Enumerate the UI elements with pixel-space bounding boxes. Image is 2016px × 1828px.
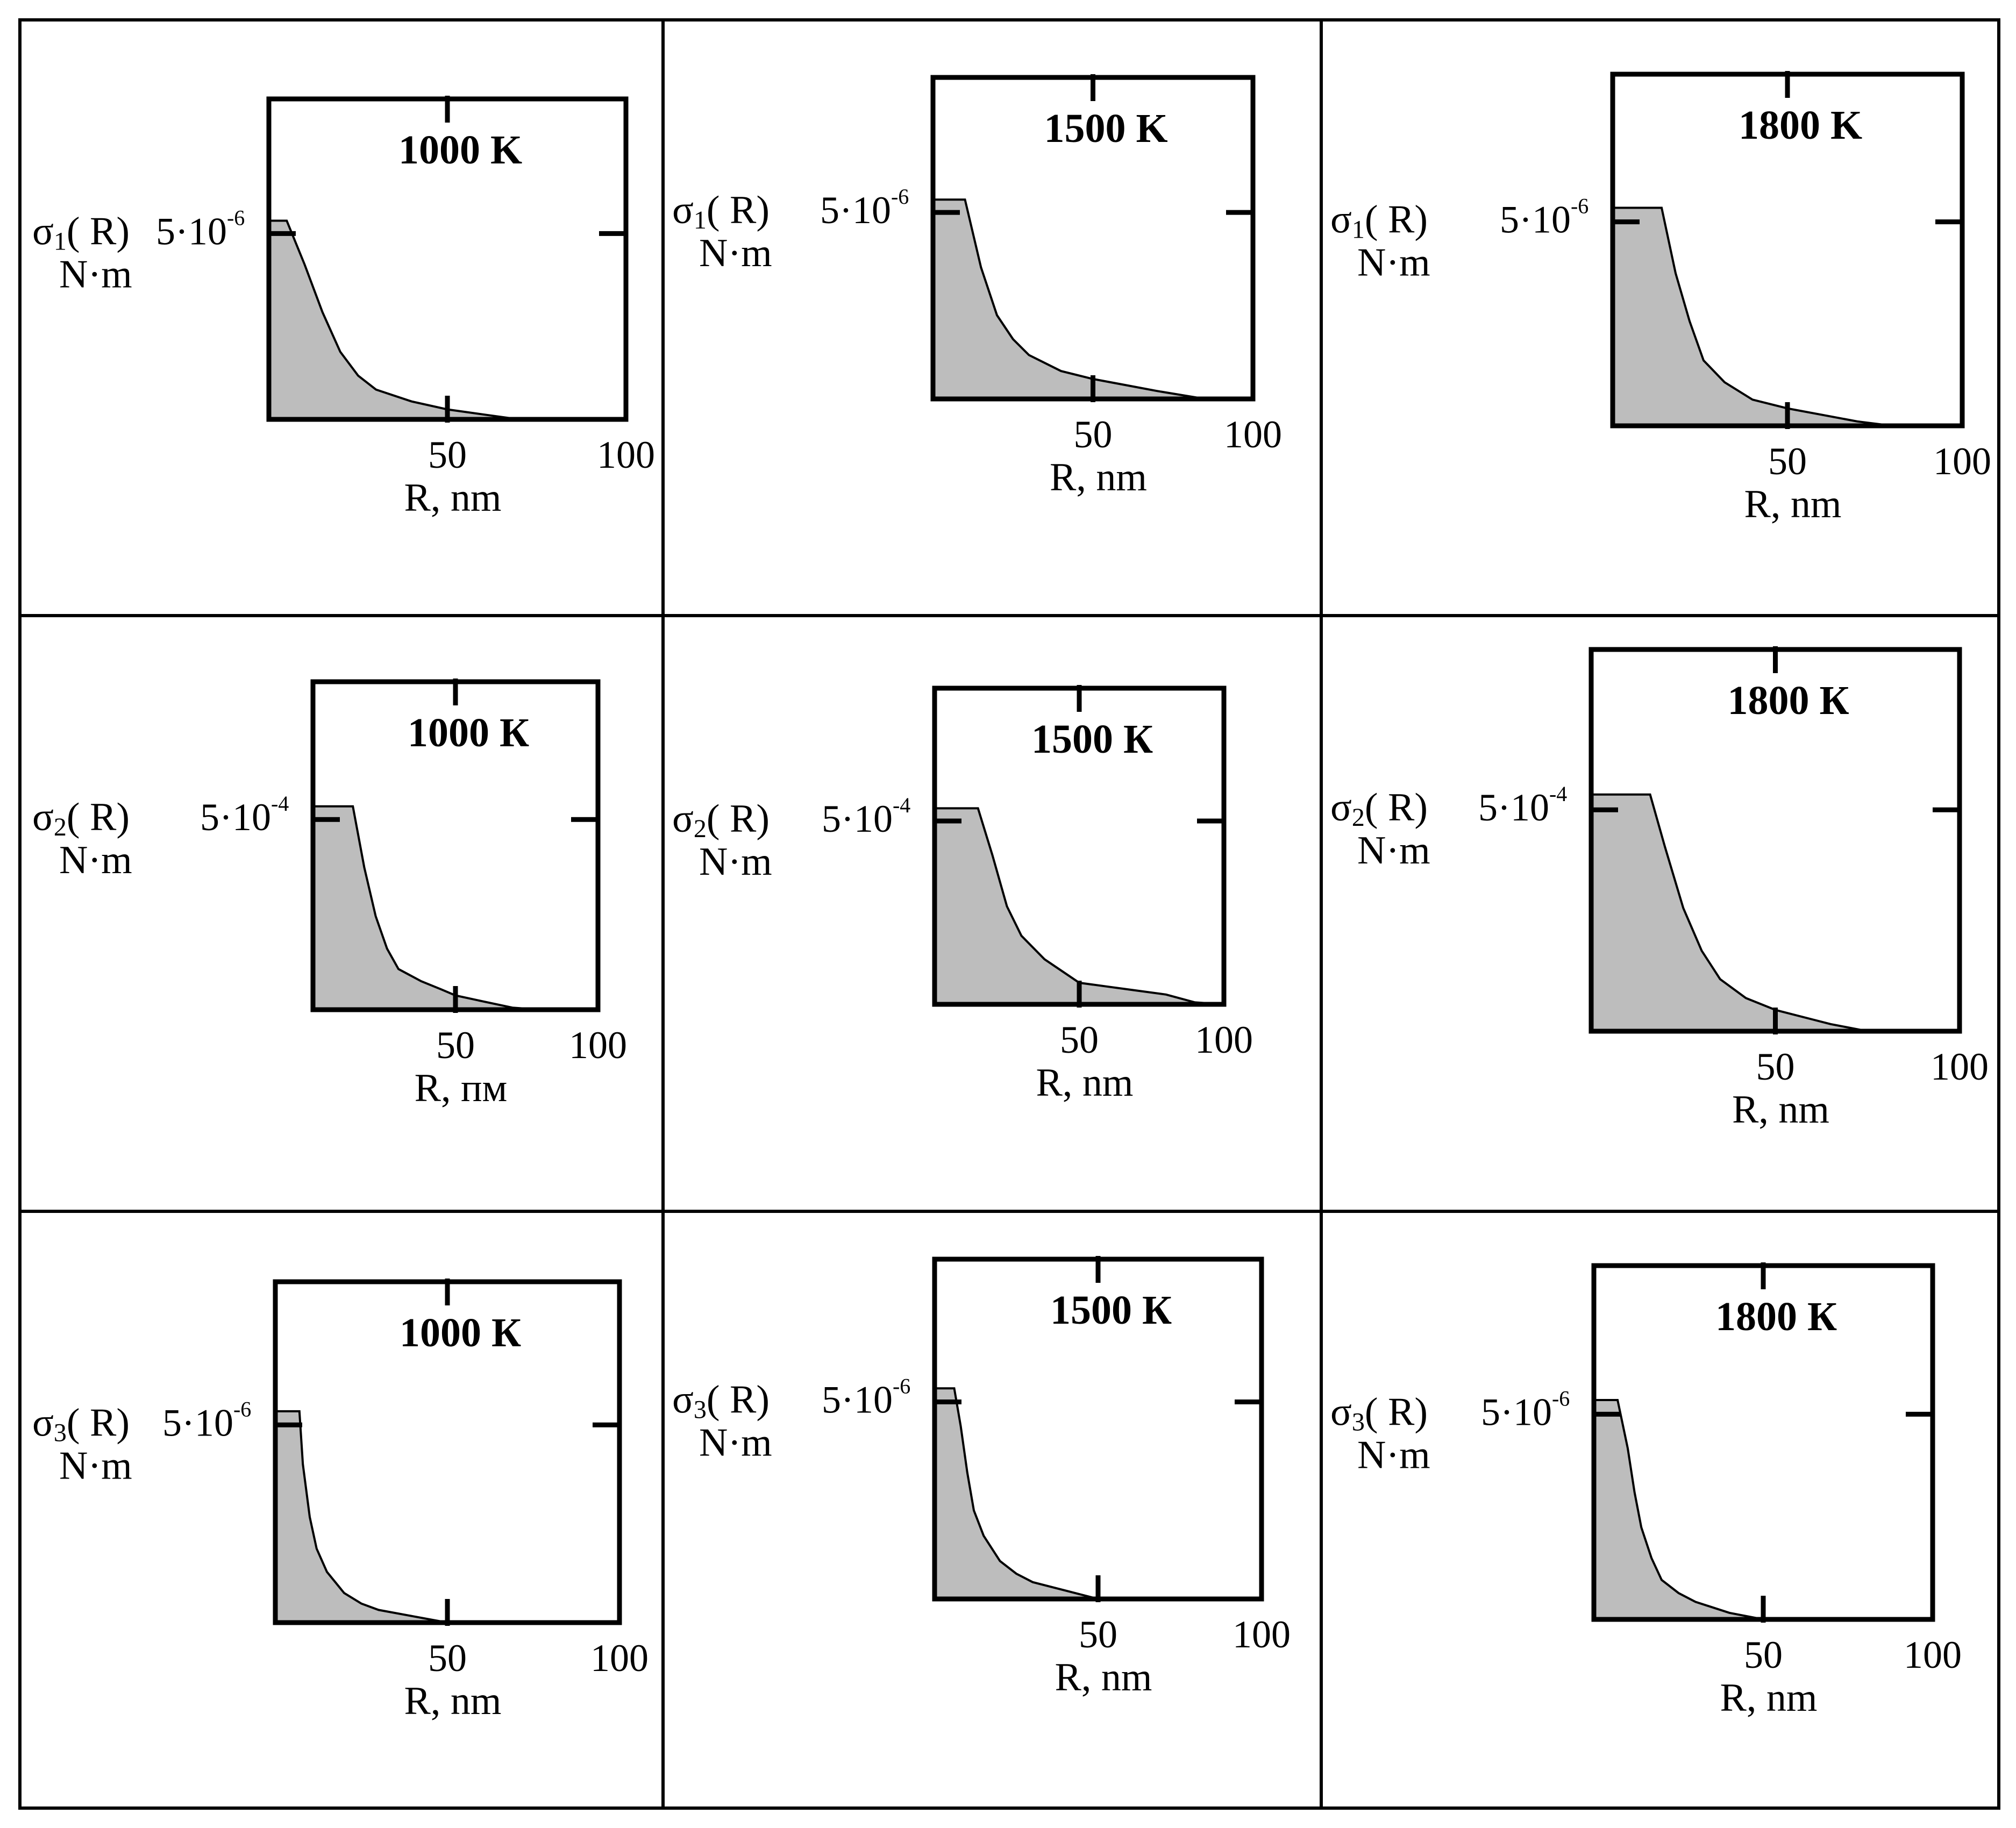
x-tick-label: 50 bbox=[1079, 1613, 1117, 1656]
grid-divider bbox=[22, 614, 1997, 617]
chart-panel: 1000 K σ1( R) N·m 5·10-6 50 100 R, nm bbox=[22, 22, 658, 612]
x-tick-label: 50 bbox=[1768, 440, 1807, 483]
x-tick-label: 50 bbox=[1744, 1633, 1783, 1676]
x-tick-label: 100 bbox=[1233, 1613, 1291, 1656]
chart-title: 1000 K bbox=[398, 127, 522, 173]
y-axis-unit: N·m bbox=[1357, 241, 1430, 285]
chart-title: 1500 K bbox=[1044, 106, 1167, 151]
y-axis-unit: N·m bbox=[1357, 1433, 1430, 1477]
x-tick-label: 100 bbox=[1933, 440, 1991, 483]
y-axis-label: σ3( R) bbox=[32, 1401, 130, 1447]
y-axis-label: σ1( R) bbox=[672, 188, 770, 234]
y-axis-unit: N·m bbox=[699, 1420, 772, 1465]
x-axis-label: R, nm bbox=[404, 1679, 502, 1723]
chart-title: 1800 K bbox=[1739, 103, 1862, 148]
chart-panel: 1800 K σ1( R) N·m 5·10-6 50 100 R, nm bbox=[1320, 22, 1997, 612]
y-tick-label: 5·10-6 bbox=[156, 205, 245, 253]
x-tick-label: 50 bbox=[436, 1024, 475, 1067]
y-axis-label: σ1( R) bbox=[1330, 198, 1428, 244]
grid-divider bbox=[1320, 22, 1323, 1806]
decay-area bbox=[1590, 793, 1960, 1032]
y-axis-label: σ3( R) bbox=[1330, 1390, 1428, 1436]
x-tick-label: 50 bbox=[428, 1637, 467, 1680]
x-tick-label: 100 bbox=[1904, 1633, 1962, 1676]
y-tick-label: 5·10-6 bbox=[820, 184, 909, 232]
y-axis-label: σ1( R) bbox=[32, 209, 130, 255]
chart-panel: 1800 К σ2( R) N·m 5·10-4 50 100 R, nm bbox=[1320, 617, 1997, 1208]
decay-area bbox=[934, 1387, 1262, 1600]
decay-area bbox=[932, 198, 1253, 400]
y-axis-label: σ2( R) bbox=[1330, 786, 1428, 832]
decay-area bbox=[274, 1410, 619, 1624]
x-tick-label: 50 bbox=[1074, 413, 1113, 456]
chart-panel: 1500 K σ1( R) N·m 5·10-6 50 100 R, nm bbox=[661, 22, 1316, 612]
chart-panel: 1000 К σ2( R) N·m 5·10-4 50 100 R, пм bbox=[22, 617, 658, 1208]
x-axis-label: R, nm bbox=[1050, 455, 1147, 499]
x-tick-label: 100 bbox=[1930, 1045, 1989, 1088]
x-tick-label: 100 bbox=[597, 433, 655, 476]
decay-area bbox=[1593, 1399, 1933, 1620]
x-tick-label: 100 bbox=[1195, 1018, 1253, 1061]
x-axis-label: R, nm bbox=[1732, 1088, 1829, 1132]
chart-title: 1800 К bbox=[1727, 678, 1849, 723]
chart-panel: 1000 К σ3( R) N·m 5·10-6 50 100 R, nm bbox=[22, 1213, 658, 1803]
chart-svg: 1500 К σ3( R)N·m 5·10-6 50 100 R, nm bbox=[672, 1256, 1291, 1700]
y-tick-label: 5·10-6 bbox=[162, 1397, 251, 1444]
x-axis-label: R, пм bbox=[415, 1066, 508, 1110]
x-axis-label: R, nm bbox=[1720, 1676, 1818, 1720]
decay-area bbox=[312, 805, 598, 1011]
x-tick-label: 50 bbox=[1756, 1045, 1795, 1088]
x-tick-label: 50 bbox=[1060, 1018, 1099, 1061]
chart-svg: 1800 K σ1( R)N·m 5·10-6 50 100 R, nm bbox=[1330, 71, 1991, 526]
y-axis-label: σ2( R) bbox=[32, 795, 130, 841]
x-tick-label: 100 bbox=[569, 1024, 627, 1067]
chart-panel: 1800 К σ3( R) N·m 5·10-6 50 100 R, nm bbox=[1320, 1213, 1997, 1803]
y-axis-unit: N·m bbox=[59, 252, 132, 296]
decay-area bbox=[934, 807, 1224, 1005]
decay-area bbox=[268, 219, 626, 420]
figure-grid bbox=[18, 18, 2000, 1810]
x-tick-label: 100 bbox=[590, 1637, 649, 1680]
y-axis-label: σ2( R) bbox=[672, 797, 770, 843]
chart-svg: 1000 K σ1( R)N·m 5·10-6 50 100 R, nm bbox=[32, 96, 655, 520]
x-axis-label: R, nm bbox=[1036, 1061, 1134, 1105]
chart-svg: 1800 К σ3( R)N·m 5·10-6 50 100 R, nm bbox=[1330, 1262, 1962, 1720]
y-axis-unit: N·m bbox=[59, 838, 132, 882]
y-tick-label: 5·10-4 bbox=[200, 791, 289, 839]
chart-title: 1000 К bbox=[400, 1310, 521, 1355]
chart-title: 1500 К bbox=[1031, 717, 1153, 762]
y-tick-label: 5·10-6 bbox=[1481, 1386, 1570, 1433]
y-tick-label: 5·10-4 bbox=[822, 793, 910, 840]
y-axis-unit: N·m bbox=[699, 231, 772, 275]
y-tick-label: 5·10-6 bbox=[822, 1374, 910, 1421]
chart-title: 1800 К bbox=[1715, 1294, 1837, 1339]
y-axis-label: σ3( R) bbox=[672, 1377, 770, 1424]
chart-svg: 1500 K σ1( R)N·m 5·10-6 50 100 R, nm bbox=[672, 74, 1282, 499]
chart-panel: 1500 К σ2( R) N·m 5·10-4 50 100 R, nm bbox=[661, 617, 1316, 1208]
chart-title: 1000 К bbox=[408, 710, 529, 755]
y-axis-unit: N·m bbox=[1357, 829, 1430, 873]
chart-panel: 1500 К σ3( R) N·m 5·10-6 50 100 R, nm bbox=[661, 1213, 1316, 1803]
x-axis-label: R, nm bbox=[1055, 1655, 1152, 1700]
grid-divider bbox=[22, 1210, 1997, 1213]
y-tick-label: 5·10-6 bbox=[1500, 194, 1588, 241]
chart-svg: 1000 К σ2( R)N·m 5·10-4 50 100 R, пм bbox=[32, 679, 627, 1110]
x-tick-label: 50 bbox=[428, 433, 467, 476]
y-axis-unit: N·m bbox=[59, 1444, 132, 1488]
y-axis-unit: N·m bbox=[699, 840, 772, 884]
chart-svg: 1000 К σ3( R)N·m 5·10-6 50 100 R, nm bbox=[32, 1279, 649, 1723]
chart-svg: 1800 К σ2( R)N·m 5·10-4 50 100 R, nm bbox=[1330, 646, 1989, 1132]
decay-area bbox=[1612, 206, 1962, 427]
x-axis-label: R, nm bbox=[404, 476, 502, 520]
x-tick-label: 100 bbox=[1224, 413, 1282, 456]
y-tick-label: 5·10-4 bbox=[1478, 782, 1567, 829]
x-axis-label: R, nm bbox=[1744, 482, 1842, 526]
chart-title: 1500 К bbox=[1050, 1288, 1172, 1333]
grid-divider bbox=[661, 22, 665, 1806]
chart-svg: 1500 К σ2( R)N·m 5·10-4 50 100 R, nm bbox=[672, 685, 1253, 1105]
